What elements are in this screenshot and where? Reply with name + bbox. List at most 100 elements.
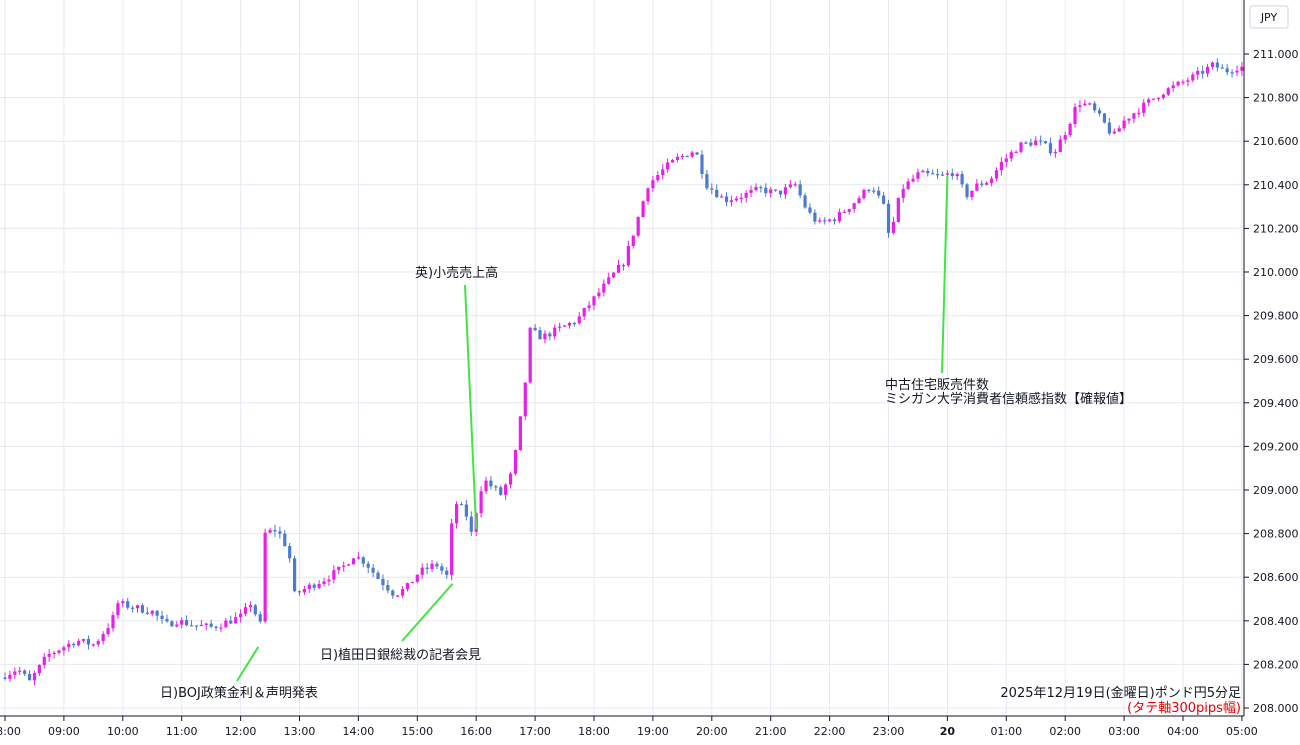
candle-up	[52, 652, 56, 655]
candle-up	[67, 643, 71, 648]
candle-down	[950, 173, 954, 177]
y-tick-label: 208.200	[1253, 658, 1299, 671]
candle-up	[793, 184, 797, 186]
candle-up	[1014, 151, 1018, 154]
candle-down	[189, 625, 194, 627]
candle-down	[494, 486, 498, 488]
x-tick-label: 01:00	[990, 725, 1022, 738]
price-axis-labels: 211.000 210.800 210.600 210.400 210.200 210.0…	[1244, 48, 1299, 715]
candle-up	[945, 173, 949, 175]
candle-up	[558, 326, 562, 328]
candle-up	[818, 220, 822, 222]
candle-down	[1024, 142, 1028, 144]
candle-up	[597, 292, 601, 297]
x-tick-label: 11:00	[166, 725, 198, 738]
candle-up	[729, 200, 734, 203]
candle-down	[778, 190, 783, 195]
y-tick-label: 210.600	[1253, 135, 1299, 148]
candle-down	[170, 621, 174, 627]
y-tick-label: 209.000	[1253, 484, 1299, 497]
candle-down	[808, 207, 812, 213]
time-axis-labels: 08:00 09:00 10:00 11:00 12:00 13:00 14:00 15:00…	[0, 716, 1258, 738]
candle-up	[430, 563, 434, 569]
candle-down	[832, 219, 837, 222]
annotation-line	[941, 176, 949, 374]
candle-down	[126, 601, 130, 608]
candle-down	[23, 670, 27, 674]
candle-down	[361, 557, 365, 564]
candle-down	[288, 546, 292, 559]
candle-up	[96, 641, 100, 645]
candle-up	[1058, 139, 1062, 152]
candle-down	[621, 264, 626, 267]
currency-badge[interactable]	[1249, 5, 1289, 29]
candle-down	[72, 643, 76, 646]
candle-down	[209, 623, 213, 627]
candle-up	[400, 589, 405, 596]
candle-down	[867, 189, 871, 192]
x-tick-label: 08:00	[0, 725, 21, 738]
candle-down	[3, 677, 7, 679]
x-tick-label: 03:00	[1108, 725, 1140, 738]
x-tick-label: 15:00	[401, 725, 433, 738]
candle-up	[263, 532, 267, 622]
candle-up	[106, 628, 110, 635]
candle-up	[862, 189, 866, 199]
candle-down	[1029, 142, 1033, 146]
y-tick-label: 209.200	[1253, 440, 1299, 453]
candle-up	[454, 504, 459, 524]
candle-up	[720, 196, 724, 198]
candle-down	[140, 605, 145, 613]
candle-up	[744, 192, 748, 198]
candle-up	[553, 327, 557, 337]
candle-up	[1073, 106, 1077, 124]
candle-up	[204, 623, 208, 625]
y-tick-label: 209.800	[1253, 310, 1299, 323]
candle-up	[828, 219, 832, 222]
candle-down	[1102, 113, 1107, 123]
candle-down	[145, 612, 149, 614]
y-tick-label: 208.800	[1253, 528, 1299, 541]
candle-up	[302, 589, 307, 593]
candle-up	[47, 653, 51, 657]
candle-down	[759, 187, 763, 189]
candle-up	[1210, 62, 1215, 67]
candle-down	[292, 558, 297, 592]
candle-up	[837, 212, 842, 222]
candle-up	[234, 617, 238, 624]
candle-up	[675, 156, 680, 160]
candle-down	[1220, 67, 1224, 69]
candle-up	[135, 605, 140, 609]
candle-down	[695, 152, 699, 155]
candle-up	[1132, 113, 1136, 119]
candle-up	[842, 211, 846, 214]
candle-up	[975, 183, 979, 191]
candle-up	[636, 217, 640, 236]
candle-up	[77, 640, 81, 646]
candle-up	[891, 221, 896, 233]
candle-up	[307, 584, 311, 590]
candle-up	[111, 615, 115, 629]
candle-up	[734, 198, 738, 201]
candle-up	[1191, 74, 1195, 81]
y-tick-label: 208.400	[1253, 615, 1299, 628]
y-tick-label: 209.400	[1253, 397, 1299, 410]
candle-up	[116, 603, 120, 616]
candle-down	[273, 530, 277, 532]
candle-up	[1240, 66, 1244, 71]
candle-up	[612, 272, 616, 278]
candle-up	[239, 613, 243, 618]
candle-up	[1068, 123, 1072, 136]
candle-up	[37, 664, 41, 674]
candle-up	[587, 305, 591, 308]
annotation-line	[464, 284, 478, 530]
candle-up	[327, 579, 331, 582]
x-tick-label: 16:00	[460, 725, 492, 738]
candle-up	[661, 169, 665, 176]
candle-up	[268, 530, 272, 533]
x-tick-label: 19:00	[637, 725, 669, 738]
candle-up	[175, 624, 179, 627]
x-tick-label: 02:00	[1049, 725, 1081, 738]
candle-up	[994, 170, 999, 179]
candle-down	[214, 626, 218, 629]
